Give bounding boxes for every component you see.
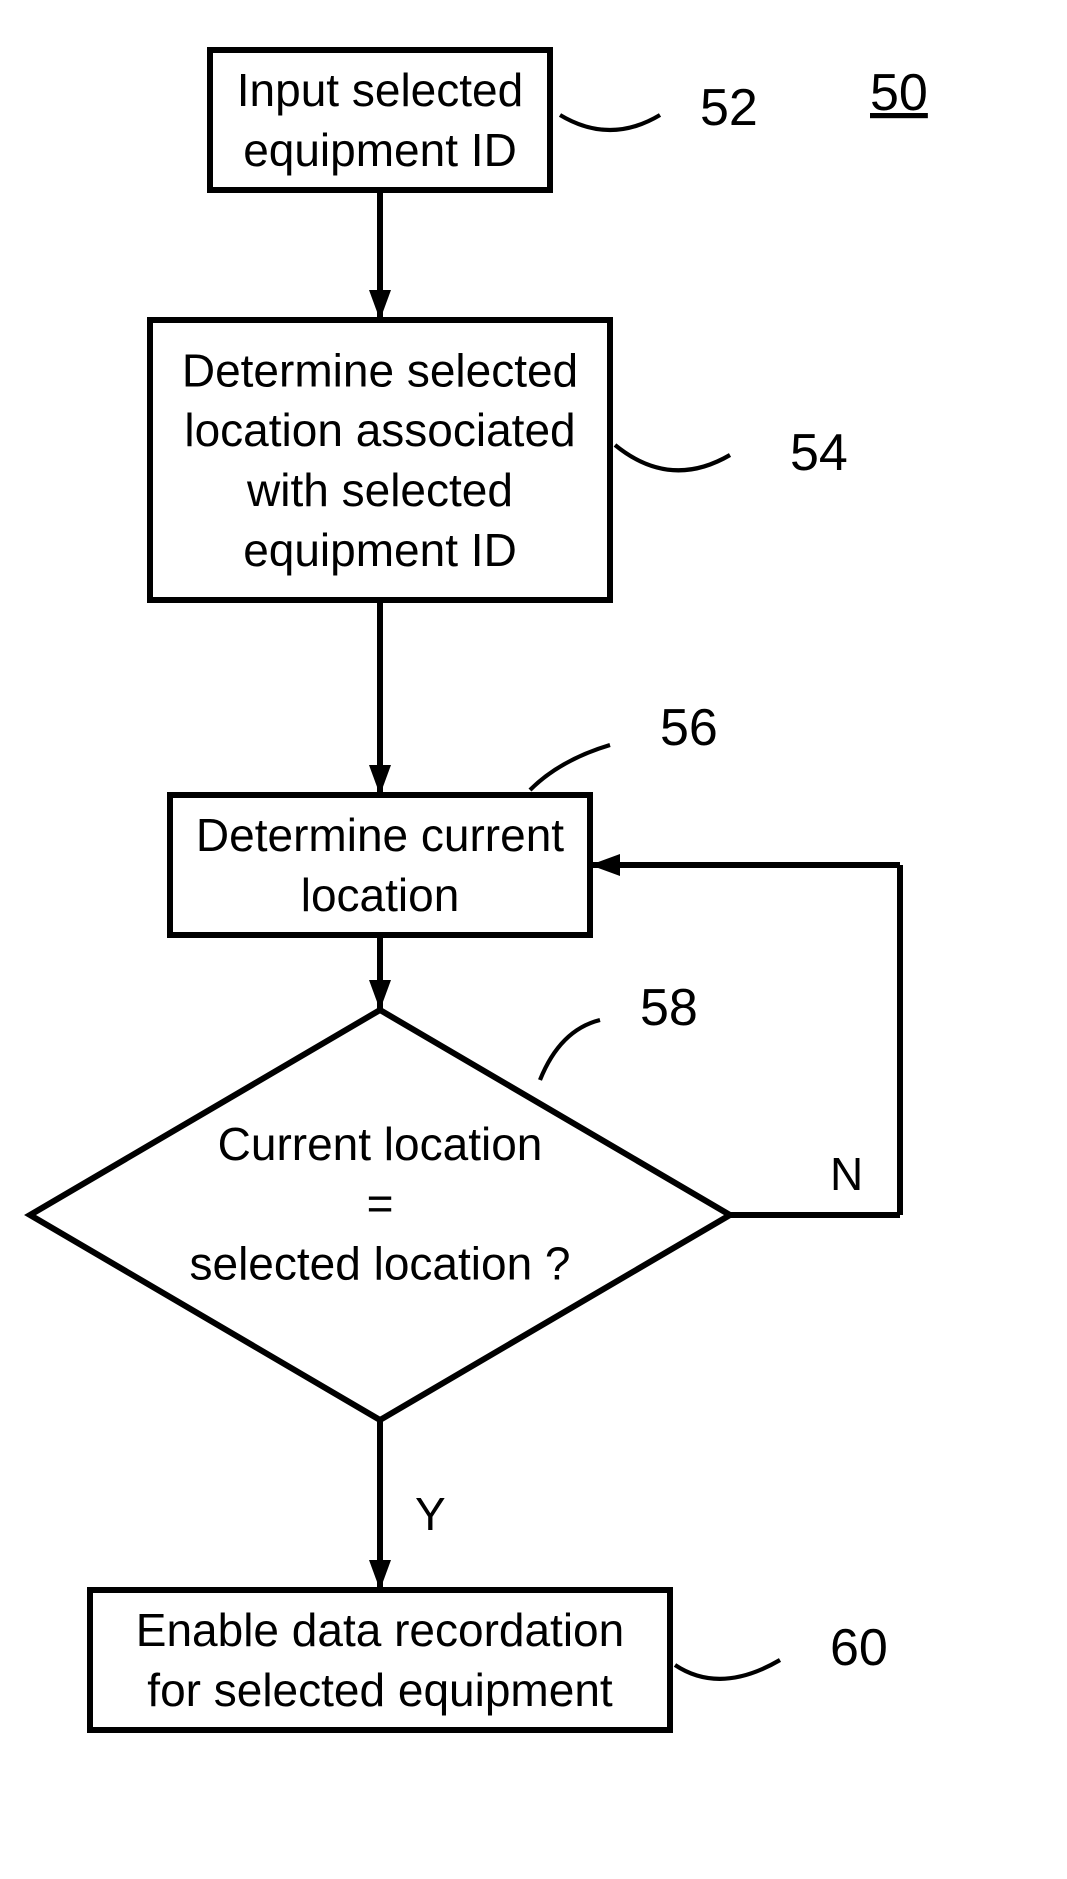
svg-text:=: = <box>367 1178 394 1230</box>
svg-text:for selected equipment: for selected equipment <box>147 1664 613 1716</box>
svg-text:60: 60 <box>830 1619 888 1677</box>
svg-text:52: 52 <box>700 79 758 137</box>
svg-text:Determine current: Determine current <box>196 809 564 861</box>
svg-text:54: 54 <box>790 424 848 482</box>
svg-text:Enable data recordation: Enable data recordation <box>136 1604 624 1656</box>
svg-text:location associated: location associated <box>184 404 575 456</box>
svg-text:location: location <box>301 869 460 921</box>
svg-text:N: N <box>830 1148 863 1200</box>
svg-text:50: 50 <box>870 64 928 122</box>
svg-text:with selected: with selected <box>246 464 513 516</box>
flowchart-svg: 50 Input selected equipment ID 52 Determine … <box>0 0 1067 1879</box>
svg-text:Current location: Current location <box>218 1118 543 1170</box>
svg-text:selected location ?: selected location ? <box>189 1237 570 1289</box>
svg-text:Y: Y <box>415 1488 446 1540</box>
svg-text:equipment ID: equipment ID <box>243 524 517 576</box>
svg-text:Determine selected: Determine selected <box>182 344 578 396</box>
svg-text:Input selected: Input selected <box>237 64 523 116</box>
svg-text:56: 56 <box>660 699 718 757</box>
svg-text:equipment ID: equipment ID <box>243 124 517 176</box>
svg-text:58: 58 <box>640 979 698 1037</box>
